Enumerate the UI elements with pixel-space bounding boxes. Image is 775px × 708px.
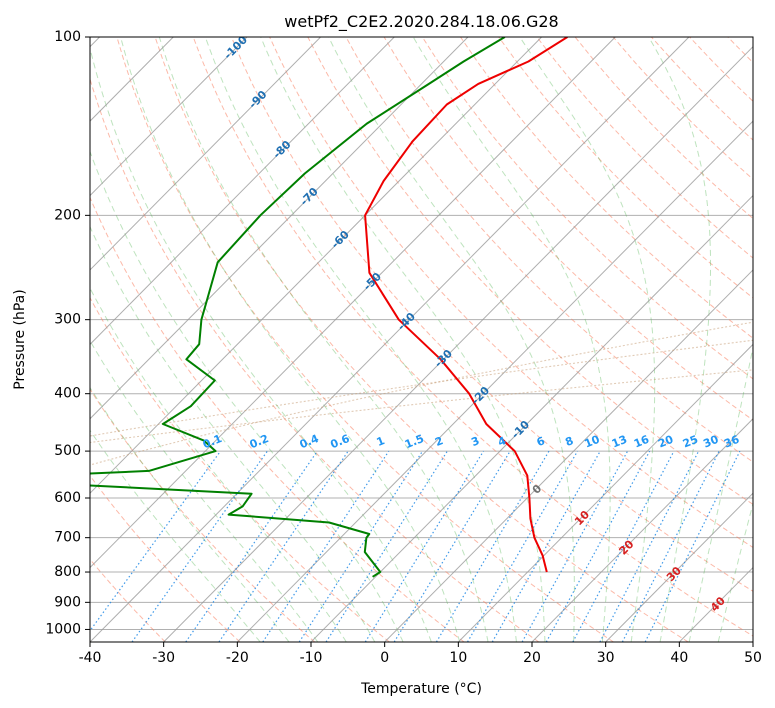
isotherm-line: [90, 37, 321, 271]
isotherm-line: [457, 343, 753, 642]
moist-adiabat-line: [90, 225, 376, 642]
axis-ticks: -40 -30 -20 -10 0 10 20 30 40 50 100 200 300 400 500 60…: [45, 29, 762, 666]
y-tick-label: 300: [54, 312, 81, 328]
mixing-ratio-line: [466, 450, 579, 642]
y-tick-label: 1000: [45, 621, 81, 637]
mixing-ratio-line: [572, 450, 675, 642]
y-tick-label: 600: [54, 490, 81, 506]
x-tick-label: -10: [300, 650, 323, 666]
mixing-ratio-line: [393, 450, 511, 642]
isotherm-line: [605, 492, 753, 642]
dry-adiabat-line: [90, 196, 465, 642]
mixing-ratio-label: 10: [583, 433, 602, 451]
x-tick-label: 20: [523, 650, 541, 666]
dry-adiabat-line: [90, 388, 316, 642]
isotherm-line: [310, 194, 753, 642]
mixing-ratio-line: [90, 450, 222, 632]
dry-adiabat-line: [383, 37, 753, 421]
mixing-ratio-label: 8: [563, 434, 575, 449]
mixing-ratio-line: [218, 450, 349, 642]
y-tick-label: 100: [54, 29, 81, 45]
moist-adiabat-line: [412, 37, 611, 642]
moist-adiabat-line: [519, 37, 656, 642]
mixing-ratio-label: 13: [610, 433, 629, 451]
x-tick-label: 10: [449, 650, 467, 666]
plot-frame: [89, 36, 754, 643]
mixing-ratio-label: 3: [469, 434, 481, 449]
x-tick-label: 30: [597, 650, 615, 666]
dry-adiabat-line: [116, 37, 614, 642]
series-layer: [90, 37, 568, 578]
x-tick-label: -40: [79, 650, 102, 666]
chart-title: wetPf2_C2E2.2020.284.18.06.G28: [284, 12, 558, 32]
y-tick-label: 700: [54, 530, 81, 546]
isotherm-line: [163, 46, 753, 642]
dry-adiabat-line: [90, 558, 166, 642]
moist-adiabat-line: [90, 339, 319, 642]
mixing-ratio-line: [185, 450, 318, 642]
mixing-ratio-label: 2: [433, 434, 445, 449]
mixing-ratio-line: [298, 450, 424, 642]
moist-adiabat-line: [90, 150, 404, 642]
x-tick-label: -30: [152, 650, 175, 666]
x-axis-label: Temperature (°C): [360, 681, 482, 697]
moist-adiabat-line: [90, 287, 347, 642]
y-tick-label: 900: [54, 594, 81, 610]
y-tick-label: 800: [54, 564, 81, 580]
mixing-ratio-label: 20: [656, 433, 675, 451]
dry-adiabat-line: [421, 37, 753, 380]
moist-adiabat-line: [120, 37, 461, 642]
moist-adiabat-line: [204, 37, 517, 642]
isotherm-line: [384, 269, 753, 642]
y-tick-label: 200: [54, 207, 81, 223]
mixing-ratio-label: 1: [375, 434, 387, 449]
moist-adiabat-line: [90, 46, 432, 642]
dry-adiabat-line: [269, 37, 753, 549]
y-tick-label: 400: [54, 386, 81, 402]
dry-adiabat-line: [90, 77, 540, 642]
mixing-ratio-label: 16: [632, 433, 651, 451]
x-tick-label: 0: [380, 650, 389, 666]
background-lines: [90, 37, 753, 642]
moist-adiabat-line: [260, 37, 546, 642]
mixing-ratio-line: [521, 450, 629, 642]
moist-adiabat-line: [158, 37, 489, 642]
moist-adiabat-line: [90, 386, 290, 642]
dry-adiabat-line: [230, 37, 753, 592]
dry-adiabat-line: [192, 37, 753, 637]
moist-adiabat-line: [688, 344, 753, 642]
dry-adiabat-line: [90, 296, 390, 642]
mixing-ratio-line: [545, 450, 651, 642]
mixing-ratio-line: [131, 450, 268, 642]
mixing-ratio-line: [364, 450, 485, 642]
dry-adiabat-line: [536, 37, 753, 259]
moist-adiabat-line: [648, 37, 711, 642]
isotherm-line: [236, 120, 753, 642]
y-axis-label: Pressure (hPa): [12, 289, 28, 389]
mixing-ratio-label: 36: [722, 433, 741, 451]
mixing-ratio-line: [435, 450, 550, 642]
isotherm-line: [90, 37, 248, 197]
mixing-ratio-label: 25: [681, 433, 700, 451]
x-tick-label: -20: [226, 650, 249, 666]
mixing-ratio-label: 30: [701, 433, 720, 451]
x-tick-label: 40: [670, 650, 688, 666]
mixing-ratio-line: [325, 450, 448, 642]
temperature-profile-line: [364, 37, 568, 573]
y-tick-label: 500: [54, 443, 81, 459]
isotherm-line: [90, 37, 690, 642]
isotherm-line: [90, 37, 616, 569]
moist-adiabat-line: [328, 37, 575, 642]
isotherm-line: [531, 418, 753, 642]
isotherm-line: [90, 37, 542, 494]
moist-adiabat-line: [717, 501, 753, 642]
isotherm-line: [90, 37, 469, 420]
dewpoint-profile-line: [90, 37, 506, 578]
x-tick-label: 50: [744, 650, 762, 666]
isotherm-line: [90, 37, 395, 346]
mixing-ratio-line: [491, 450, 601, 642]
